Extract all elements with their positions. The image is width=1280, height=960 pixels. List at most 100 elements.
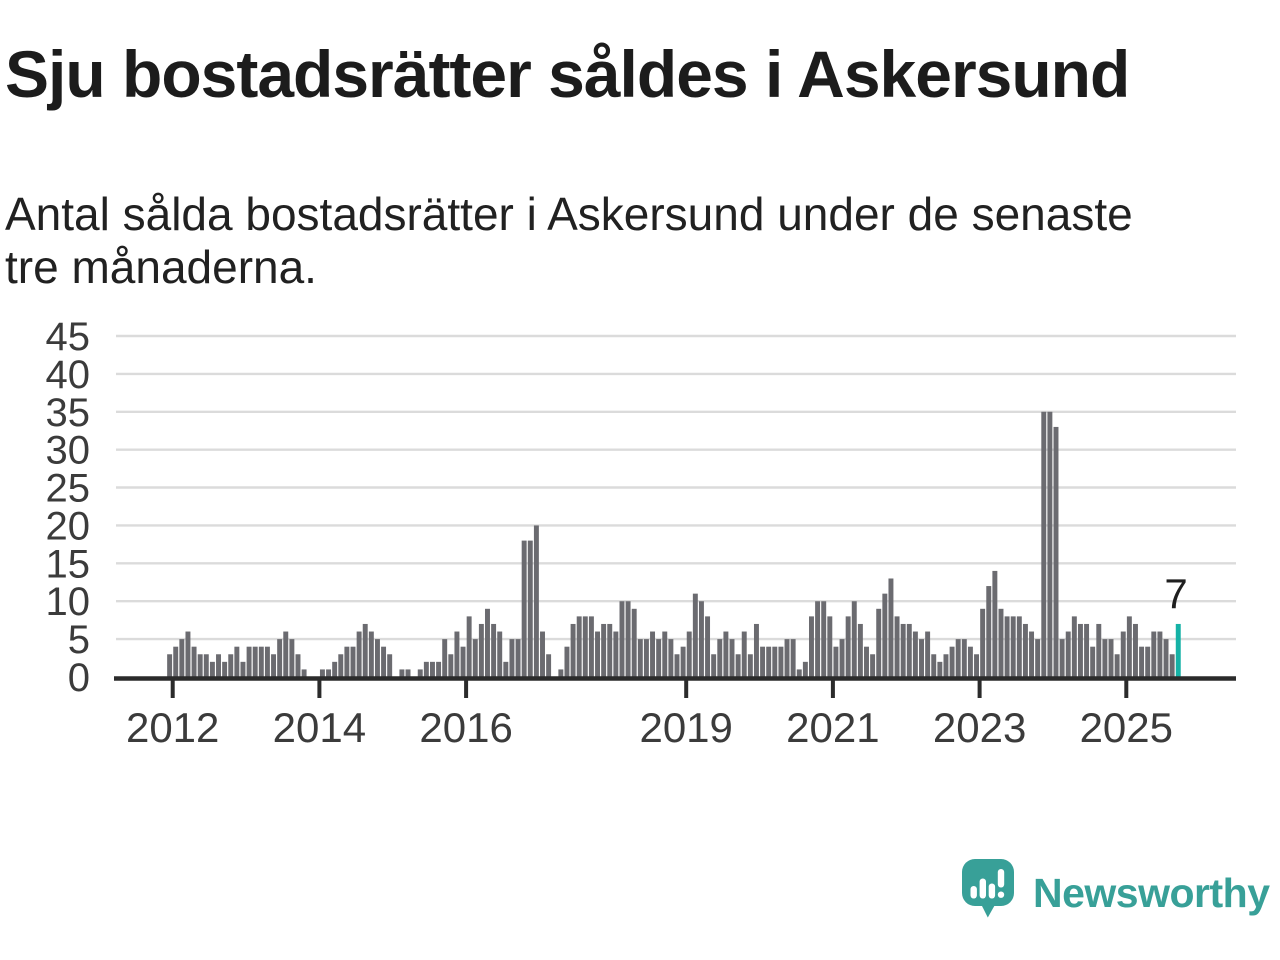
bar xyxy=(705,616,711,677)
bar xyxy=(1126,616,1132,677)
bar xyxy=(454,631,460,677)
bar xyxy=(252,646,258,677)
bar xyxy=(796,669,802,677)
bar xyxy=(466,616,472,677)
bar xyxy=(906,623,912,677)
bar xyxy=(540,631,545,677)
bar xyxy=(864,646,869,677)
bar xyxy=(1169,654,1175,677)
bar xyxy=(943,654,949,677)
bar xyxy=(478,623,484,677)
bar xyxy=(405,669,411,677)
last-value-label: 7 xyxy=(1164,570,1187,617)
logo-bar-small xyxy=(970,886,977,899)
bar xyxy=(374,639,380,677)
y-axis-tick-label: 5 xyxy=(68,618,90,662)
bar xyxy=(668,639,674,677)
bar xyxy=(423,661,429,677)
bar xyxy=(515,639,521,677)
bar xyxy=(662,631,668,677)
bar xyxy=(650,631,656,677)
y-axis-tick-label: 40 xyxy=(46,353,91,397)
bar xyxy=(173,646,179,677)
bar xyxy=(876,608,882,677)
bar xyxy=(1029,631,1035,677)
x-axis-year-label: 2012 xyxy=(126,704,219,751)
bar xyxy=(711,654,717,677)
logo-exclamation-bar xyxy=(997,869,1005,888)
bar xyxy=(197,654,203,677)
bar xyxy=(741,631,747,677)
x-axis-ticks xyxy=(170,679,1129,698)
bar xyxy=(460,646,466,677)
x-axis-year-labels: 2012 2014 2016 2019 2021 2023 2025 xyxy=(126,704,1173,751)
logo-bar-medium xyxy=(988,883,996,899)
bar xyxy=(246,646,252,677)
bar xyxy=(258,646,264,677)
bar xyxy=(436,661,442,677)
x-axis-year-label: 2023 xyxy=(933,704,1026,751)
bar xyxy=(760,646,766,677)
bar xyxy=(1120,631,1126,677)
bar xyxy=(179,639,185,677)
bar xyxy=(442,639,448,677)
bar xyxy=(1114,654,1120,677)
bar xyxy=(998,608,1004,677)
bar xyxy=(240,661,246,677)
bar xyxy=(503,661,509,677)
x-axis-year-label: 2014 xyxy=(273,704,366,751)
bar xyxy=(674,654,680,677)
bar xyxy=(833,646,839,677)
bar xyxy=(656,639,662,677)
chart-title: Sju bostadsrätter såldes i Askersund xyxy=(5,37,1130,111)
bar xyxy=(344,646,350,677)
bar xyxy=(643,639,649,677)
bar xyxy=(509,639,515,677)
bar xyxy=(301,669,307,677)
bar xyxy=(1022,623,1028,677)
y-axis-tick-label: 25 xyxy=(46,467,91,511)
bar xyxy=(381,646,387,677)
bar xyxy=(931,654,937,677)
y-axis-tick-label: 0 xyxy=(68,656,90,700)
bar xyxy=(937,661,943,677)
bar xyxy=(839,639,845,677)
bar xyxy=(1004,616,1010,677)
bar xyxy=(802,661,808,677)
bar xyxy=(1108,639,1114,677)
bar xyxy=(766,646,772,677)
bar xyxy=(185,631,191,677)
bar xyxy=(387,654,393,677)
bar xyxy=(271,654,277,677)
bar xyxy=(203,654,209,677)
bar xyxy=(601,623,607,677)
bar xyxy=(619,601,625,677)
bar xyxy=(228,654,234,677)
bar xyxy=(1059,639,1065,677)
chart-subtitle-line2: tre månaderna. xyxy=(5,241,317,293)
bar xyxy=(692,593,698,677)
speech-bubble-tail xyxy=(980,903,996,918)
bar xyxy=(1077,623,1083,677)
bar xyxy=(967,646,973,677)
bar xyxy=(974,654,979,677)
bar xyxy=(1035,639,1041,677)
bar xyxy=(698,601,704,677)
bar xyxy=(1010,616,1016,677)
bar xyxy=(576,616,582,677)
bar xyxy=(735,654,741,677)
bar xyxy=(1047,411,1053,677)
y-axis-tick-label: 20 xyxy=(46,504,91,548)
bar xyxy=(1151,631,1157,677)
bar xyxy=(1102,639,1108,677)
bar xyxy=(595,631,600,677)
bar xyxy=(491,623,497,677)
newsworthy-branding: Newsworthy xyxy=(962,859,1270,923)
bar xyxy=(900,623,906,677)
bar xyxy=(570,623,576,677)
bar xyxy=(637,639,643,677)
bar xyxy=(350,646,356,677)
bar xyxy=(289,639,295,677)
bar xyxy=(613,631,619,677)
bar xyxy=(772,646,778,677)
